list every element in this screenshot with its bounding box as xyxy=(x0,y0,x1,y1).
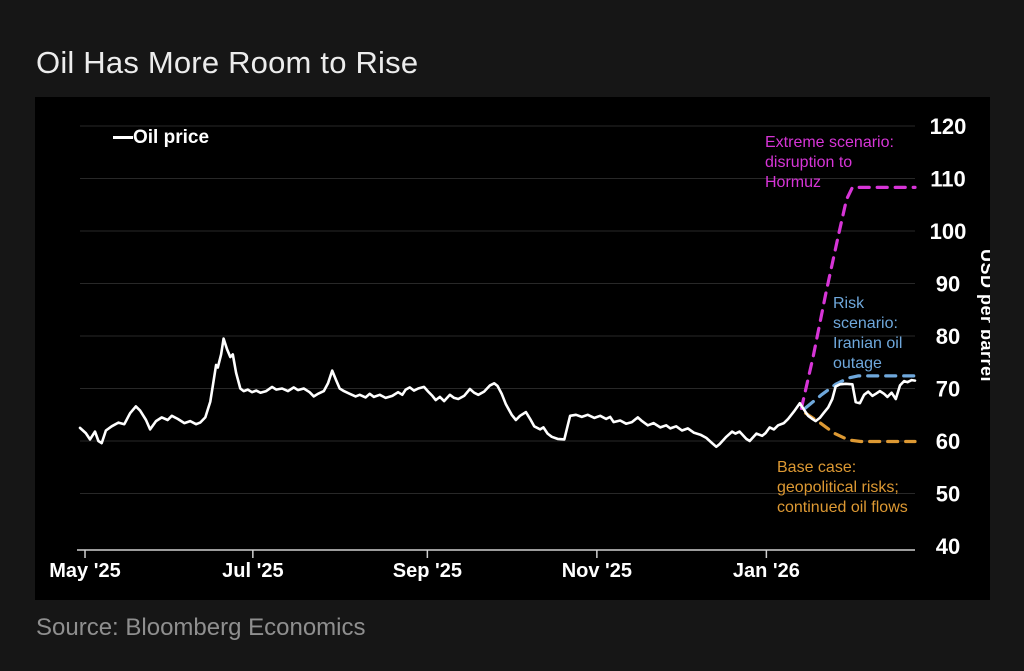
y-tick-label: 100 xyxy=(930,219,967,244)
y-tick-label: 50 xyxy=(936,482,960,507)
y-tick-label: 120 xyxy=(930,114,967,139)
y-tick-label: 60 xyxy=(936,429,960,454)
y-tick-label: 70 xyxy=(936,377,960,402)
plot-area: 40 50 60 70 80 90 100 110 120 May '25 Jul '25 Sep '… xyxy=(49,114,990,582)
y-tick-label: 80 xyxy=(936,324,960,349)
annotation-extreme-scenario: Extreme scenario: disruption to Hormuz xyxy=(765,134,894,191)
y-tick-label: 90 xyxy=(936,272,960,297)
x-tick-label: May '25 xyxy=(49,560,120,582)
source-credit: Source: Bloomberg Economics xyxy=(36,614,366,641)
x-tick-label: Nov '25 xyxy=(562,560,632,582)
legend-label: Oil price xyxy=(133,127,210,148)
scenario-line xyxy=(803,374,917,410)
x-tick-label: Jul '25 xyxy=(222,560,283,582)
y-tick-label: 110 xyxy=(930,167,966,192)
page-title: Oil Has More Room to Rise xyxy=(36,44,419,80)
oil-price-chart: 40 50 60 70 80 90 100 110 120 May '25 Jul '25 Sep '… xyxy=(35,97,990,600)
x-tick-label: Sep '25 xyxy=(393,560,462,582)
y-axis-unit-label: USD per barrel xyxy=(977,249,990,382)
y-tick-label: 40 xyxy=(936,534,960,559)
oil-price-line xyxy=(78,337,917,449)
annotation-base-case: Base case: geopolitical risks; continued… xyxy=(777,459,908,516)
scenario-line xyxy=(803,411,917,444)
x-tick-label: Jan '26 xyxy=(733,560,800,582)
legend-line-swatch xyxy=(113,136,133,139)
scenario-line xyxy=(799,185,917,410)
annotation-risk-scenario: Risk scenario: Iranian oil outage xyxy=(833,295,903,372)
legend: Oil price xyxy=(113,127,209,148)
